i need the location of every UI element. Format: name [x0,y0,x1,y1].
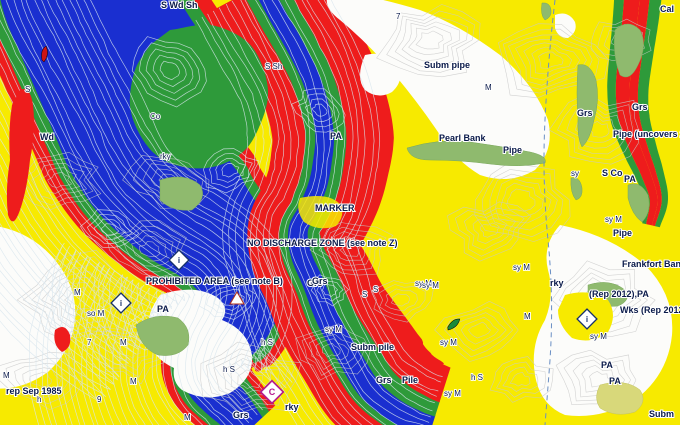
svg-text:sy: sy [571,169,579,178]
svg-text:Pearl Bank: Pearl Bank [439,133,487,143]
svg-text:Pipe (uncovers 2: Pipe (uncovers 2 [613,129,680,139]
svg-text:rky: rky [285,402,299,412]
svg-text:NO DISCHARGE ZONE (see note Z): NO DISCHARGE ZONE (see note Z) [247,238,398,248]
svg-text:PA: PA [601,360,613,370]
svg-text:Cal: Cal [660,4,674,14]
svg-text:7: 7 [396,12,401,21]
svg-text:PA: PA [624,174,636,184]
svg-text:Pile: Pile [402,375,418,385]
svg-text:sy M: sy M [605,215,622,224]
svg-text:(Rep 2012),PA: (Rep 2012),PA [589,289,649,299]
svg-text:Wks (Rep 2012),: Wks (Rep 2012), [620,305,680,315]
svg-text:h: h [37,395,41,404]
svg-text:rky: rky [550,278,564,288]
svg-text:sy M: sy M [325,325,342,334]
svg-text:Grs: Grs [376,375,392,385]
svg-text:sy M: sy M [590,332,607,341]
svg-text:M: M [184,413,191,422]
svg-text:PA: PA [609,376,621,386]
svg-text:sy M: sy M [422,281,439,290]
svg-text:C: C [269,387,276,397]
svg-text:h S: h S [471,373,483,382]
svg-text:h S: h S [261,338,273,347]
svg-text:S: S [373,285,378,294]
svg-text:M: M [130,377,137,386]
svg-text:h S: h S [223,365,235,374]
svg-text:M: M [74,288,81,297]
svg-text:i: i [586,315,588,324]
svg-text:M: M [3,371,10,380]
svg-text:Pipe: Pipe [613,228,632,238]
svg-text:sy M: sy M [513,263,530,272]
svg-text:Grs: Grs [233,410,249,420]
svg-text:sy M: sy M [440,338,457,347]
svg-text:Subm pipe: Subm pipe [424,60,470,70]
svg-text:sy M: sy M [444,389,461,398]
svg-text:rky: rky [160,152,171,161]
svg-text:S Co: S Co [602,168,623,178]
svg-text:Grs: Grs [632,102,648,112]
svg-text:Subm: Subm [649,409,674,419]
svg-text:M: M [120,338,127,347]
svg-text:Grs: Grs [577,108,593,118]
svg-text:9: 9 [97,395,102,404]
svg-text:M: M [524,312,531,321]
svg-text:Subm pile: Subm pile [351,342,394,352]
svg-text:S: S [362,290,367,299]
svg-text:PA: PA [157,304,169,314]
svg-text:PROHIBITED AREA (see note B): PROHIBITED AREA (see note B) [146,276,283,286]
svg-text:S Sh: S Sh [265,62,282,71]
svg-text:MARKER: MARKER [315,203,355,213]
svg-text:Wd: Wd [40,132,54,142]
svg-text:Grs: Grs [312,276,328,286]
svg-text:i: i [120,299,122,308]
svg-text:7: 7 [87,338,92,347]
svg-text:Pipe: Pipe [503,145,522,155]
svg-text:so M: so M [87,309,105,318]
svg-text:S Wd Sh: S Wd Sh [161,0,198,10]
svg-text:Frankfort Ban: Frankfort Ban [622,259,680,269]
svg-text:M: M [485,83,492,92]
svg-text:PA: PA [330,131,342,141]
svg-text:Co: Co [150,112,161,121]
svg-text:i: i [178,256,180,265]
svg-text:rep Sep 1985: rep Sep 1985 [6,386,62,396]
svg-text:S: S [25,85,30,94]
